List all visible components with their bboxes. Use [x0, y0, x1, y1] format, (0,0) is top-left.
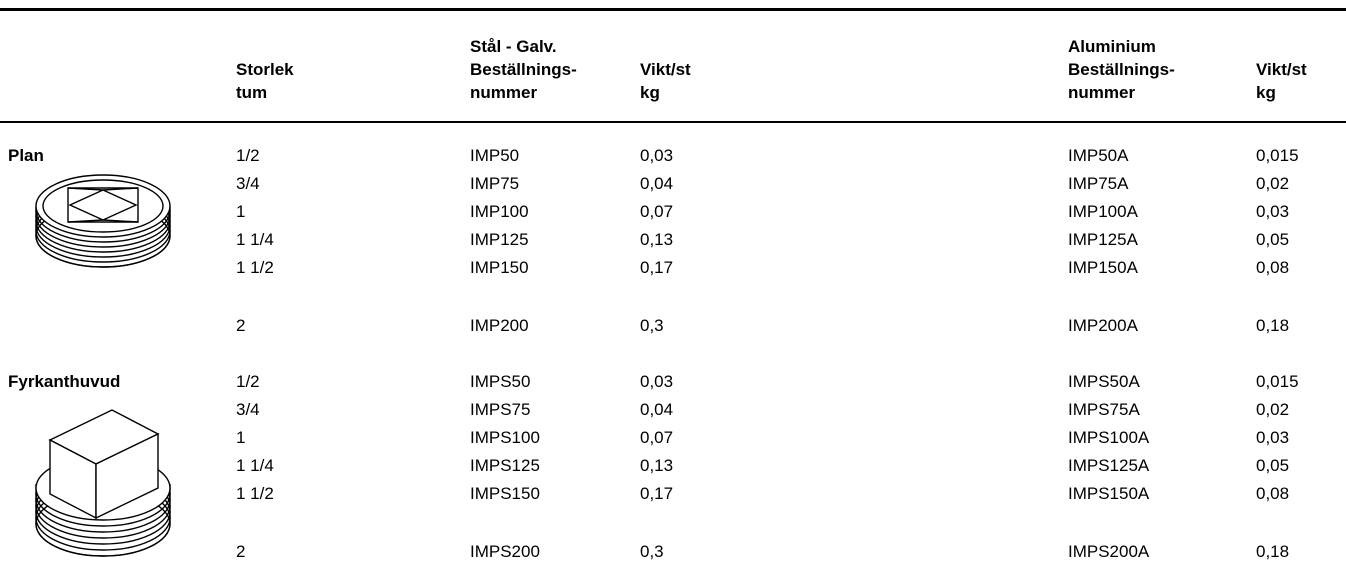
header-storlek-line1: Storlek	[236, 60, 294, 79]
header-steel-line2: Beställnings-	[470, 60, 577, 79]
cell-size: 3/4	[236, 174, 260, 193]
cell-steel-number: IMPS125	[470, 456, 540, 475]
header-alu-weight: Vikt/st kg	[1256, 58, 1307, 104]
header-steel-number: Stål - Galv. Beställnings- nummer	[470, 35, 577, 104]
cell-alu-number: IMPS150A	[1068, 484, 1150, 503]
section-label-plan: Plan	[8, 146, 44, 165]
cell-size: 1/2	[236, 146, 260, 165]
header-steel-line1: Stål - Galv.	[470, 37, 557, 56]
cell-steel-weight: 0,04	[640, 400, 674, 419]
cell-alu-number: IMPS125A	[1068, 456, 1150, 475]
cell-steel-number: IMP125	[470, 230, 529, 249]
square-head-plug-icon	[35, 409, 171, 557]
cell-alu-number: IMP50A	[1068, 146, 1129, 165]
cell-steel-weight: 0,13	[640, 230, 674, 249]
header-steel-weight-line1: Vikt/st	[640, 60, 691, 79]
header-alu-line1: Aluminium	[1068, 37, 1156, 56]
cell-alu-weight: 0,015	[1256, 372, 1299, 391]
cell-alu-number: IMPS100A	[1068, 428, 1150, 447]
header-alu-line3: nummer	[1068, 83, 1136, 102]
cell-alu-weight: 0,18	[1256, 316, 1290, 335]
cell-alu-weight: 0,02	[1256, 174, 1290, 193]
cell-alu-weight: 0,015	[1256, 146, 1299, 165]
cell-steel-weight: 0,03	[640, 372, 674, 391]
cell-alu-weight: 0,05	[1256, 456, 1290, 475]
cell-size: 2	[236, 542, 246, 561]
top-rule	[0, 8, 1346, 11]
cell-alu-weight: 0,05	[1256, 230, 1290, 249]
section-label-fyrkanthuvud: Fyrkanthuvud	[8, 372, 121, 391]
cell-steel-number: IMPS75	[470, 400, 531, 419]
cell-alu-weight: 0,03	[1256, 428, 1290, 447]
cell-size: 1 1/2	[236, 484, 274, 503]
cell-steel-weight: 0,04	[640, 174, 674, 193]
cell-size: 2	[236, 316, 246, 335]
cell-alu-number: IMPS200A	[1068, 542, 1150, 561]
cell-steel-weight: 0,03	[640, 146, 674, 165]
cell-steel-weight: 0,07	[640, 428, 674, 447]
header-steel-line3: nummer	[470, 83, 538, 102]
cell-size: 1 1/4	[236, 230, 274, 249]
header-steel-weight-line2: kg	[640, 83, 660, 102]
cell-alu-number: IMP200A	[1068, 316, 1138, 335]
cell-alu-weight: 0,18	[1256, 542, 1290, 561]
cell-alu-number: IMP100A	[1068, 202, 1138, 221]
cell-steel-number: IMP150	[470, 258, 529, 277]
cell-size: 1 1/4	[236, 456, 274, 475]
cell-steel-weight: 0,3	[640, 542, 664, 561]
cell-alu-number: IMPS75A	[1068, 400, 1140, 419]
flat-plug-icon	[35, 174, 171, 268]
cell-steel-number: IMPS150	[470, 484, 540, 503]
cell-steel-number: IMP75	[470, 174, 520, 193]
cell-steel-number: IMP100	[470, 202, 529, 221]
cell-steel-weight: 0,07	[640, 202, 674, 221]
cell-alu-number: IMPS50A	[1068, 372, 1140, 391]
cell-alu-weight: 0,02	[1256, 400, 1290, 419]
cell-alu-weight: 0,08	[1256, 484, 1290, 503]
header-storlek: Storlek tum	[236, 58, 294, 104]
cell-size: 1/2	[236, 372, 260, 391]
cell-steel-number: IMPS100	[470, 428, 540, 447]
header-alu-weight-line1: Vikt/st	[1256, 60, 1307, 79]
header-alu-weight-line2: kg	[1256, 83, 1276, 102]
cell-alu-number: IMP125A	[1068, 230, 1138, 249]
header-rule	[0, 121, 1346, 123]
header-steel-weight: Vikt/st kg	[640, 58, 691, 104]
cell-size: 3/4	[236, 400, 260, 419]
cell-size: 1	[236, 428, 246, 447]
cell-alu-weight: 0,08	[1256, 258, 1290, 277]
cell-steel-number: IMP200	[470, 316, 529, 335]
cell-steel-number: IMP50	[470, 146, 520, 165]
cell-steel-weight: 0,17	[640, 258, 674, 277]
cell-steel-weight: 0,13	[640, 456, 674, 475]
cell-alu-weight: 0,03	[1256, 202, 1290, 221]
cell-alu-number: IMP75A	[1068, 174, 1129, 193]
header-storlek-line2: tum	[236, 83, 268, 102]
cell-steel-weight: 0,3	[640, 316, 664, 335]
header-alu-line2: Beställnings-	[1068, 60, 1175, 79]
cell-size: 1	[236, 202, 246, 221]
header-alu-number: Aluminium Beställnings- nummer	[1068, 35, 1175, 104]
cell-steel-number: IMPS50	[470, 372, 531, 391]
cell-size: 1 1/2	[236, 258, 274, 277]
cell-steel-number: IMPS200	[470, 542, 540, 561]
cell-steel-weight: 0,17	[640, 484, 674, 503]
cell-alu-number: IMP150A	[1068, 258, 1138, 277]
